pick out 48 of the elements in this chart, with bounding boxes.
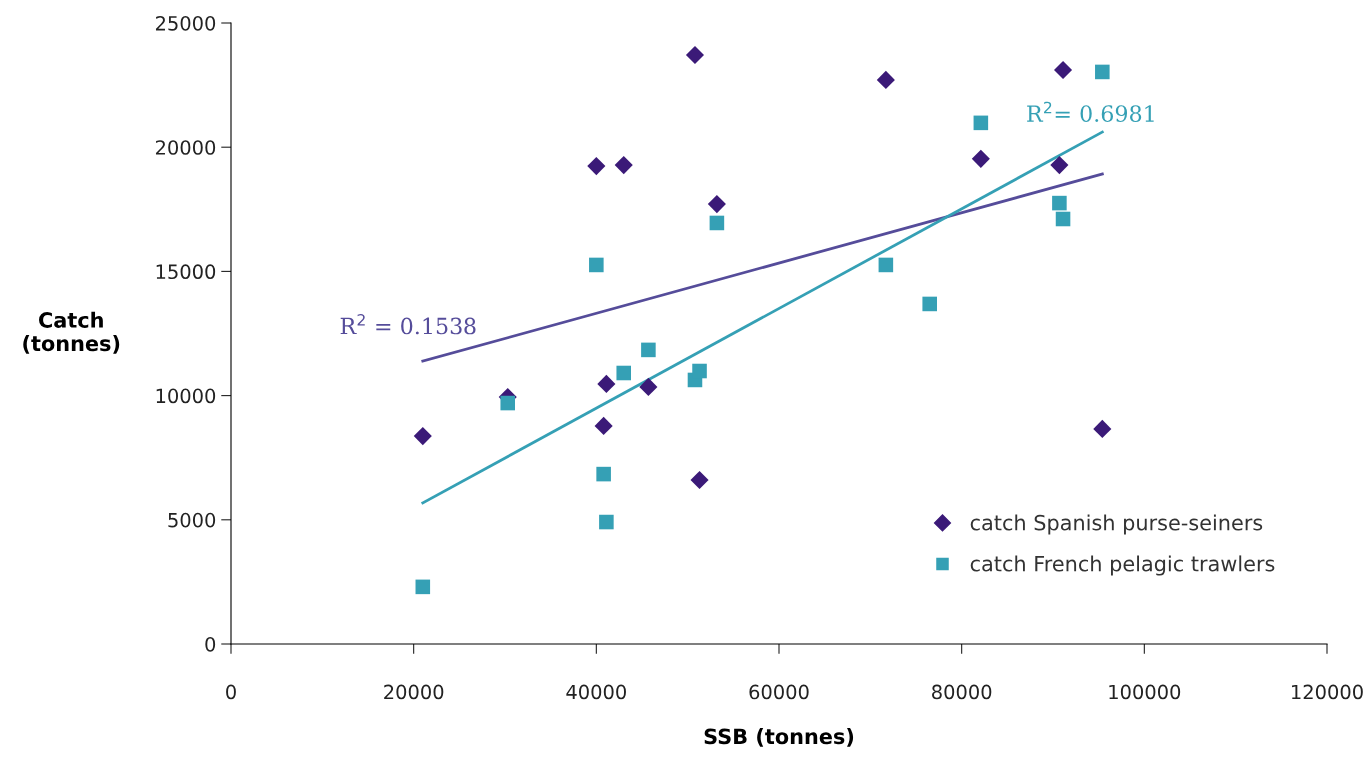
annotation: R$^{2}$= 0.6981 xyxy=(1027,101,1154,123)
y-tick-label: 15000 xyxy=(156,264,216,280)
x-tick-label: 40000 xyxy=(566,684,626,700)
point xyxy=(709,215,725,231)
point xyxy=(415,579,431,595)
point xyxy=(1052,195,1067,211)
point xyxy=(1053,60,1073,79)
point xyxy=(641,342,656,358)
y-tick-label: 25000 xyxy=(155,15,216,31)
x-tick-label: 20000 xyxy=(384,684,444,700)
point xyxy=(692,363,707,379)
point xyxy=(589,257,604,273)
point xyxy=(599,514,614,530)
point xyxy=(413,427,432,446)
y-tick-label: 0 xyxy=(205,636,216,652)
x-tick-label: 100000 xyxy=(1109,684,1181,700)
point xyxy=(597,374,616,393)
point xyxy=(639,377,658,396)
point xyxy=(500,395,516,411)
x-tick-label: 80000 xyxy=(932,684,992,700)
y-axis-title: Catch (tonnes) xyxy=(23,311,120,354)
x-tick-label: 60000 xyxy=(749,684,809,700)
point xyxy=(1055,211,1071,227)
x-axis-title: SSB (tonnes) xyxy=(704,728,854,747)
y-tick-label: 20000 xyxy=(155,140,216,155)
y-tick-label: 5000 xyxy=(168,512,216,528)
point xyxy=(973,115,989,131)
point xyxy=(587,157,606,176)
x-tick-label: 120000 xyxy=(1292,684,1363,700)
point xyxy=(614,156,633,175)
point xyxy=(596,466,611,482)
point xyxy=(1093,419,1112,438)
legend-label: catch French pelagic trawlers xyxy=(970,555,1275,576)
point xyxy=(971,149,990,168)
legend-label: catch Spanish purse-seiners xyxy=(970,514,1263,535)
point xyxy=(594,416,613,435)
point xyxy=(876,70,895,89)
point xyxy=(616,365,632,381)
point xyxy=(1095,64,1110,80)
point xyxy=(1050,156,1069,175)
point xyxy=(922,296,937,312)
point xyxy=(690,471,709,490)
annotation: R$^{2}$ = 0.1538 xyxy=(340,314,476,335)
point xyxy=(685,45,705,65)
y-tick-label: 10000 xyxy=(156,388,216,404)
point xyxy=(878,257,894,273)
x-tick-label: 0 xyxy=(226,684,236,700)
point xyxy=(707,195,726,214)
